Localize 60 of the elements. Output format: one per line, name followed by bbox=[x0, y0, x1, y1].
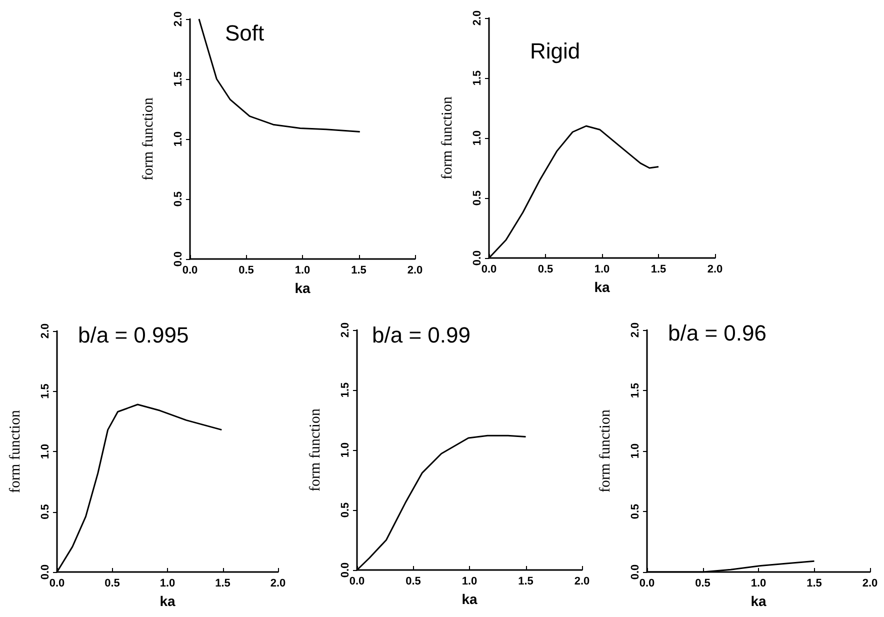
chart-title: b/a = 0.99 bbox=[372, 322, 470, 348]
y-tick-label: 1.0 bbox=[630, 443, 642, 459]
x-tick-label: 0.0 bbox=[182, 264, 198, 276]
x-tick-label: 0.5 bbox=[538, 264, 554, 276]
x-tick-label: 0.5 bbox=[104, 578, 120, 590]
y-axis-title: form function bbox=[140, 97, 156, 180]
x-tick-label: 2.0 bbox=[270, 578, 286, 590]
y-tick-label: 2.0 bbox=[40, 323, 52, 339]
x-tick-label: 1.0 bbox=[294, 264, 310, 276]
x-axis-title: ka bbox=[594, 279, 610, 295]
y-tick-label: 1.0 bbox=[40, 444, 52, 460]
x-tick-label: 1.5 bbox=[806, 578, 822, 590]
y-tick-label: 0.5 bbox=[40, 504, 52, 520]
x-tick-label: 1.5 bbox=[351, 264, 366, 276]
y-axis-title: form function bbox=[598, 409, 614, 492]
x-tick-label: 2.0 bbox=[707, 264, 723, 276]
x-axis-title: ka bbox=[462, 591, 478, 607]
y-tick-label: 0.5 bbox=[172, 191, 184, 207]
y-tick-label: 1.5 bbox=[630, 382, 642, 398]
y-tick-label: 1.5 bbox=[40, 384, 52, 399]
x-tick-label: 2.0 bbox=[407, 264, 423, 276]
chart-title: b/a = 0.995 bbox=[78, 322, 189, 348]
y-tick-label: 2.0 bbox=[630, 322, 642, 338]
y-tick-label: 1.0 bbox=[172, 131, 184, 147]
x-tick-label: 0.0 bbox=[481, 264, 497, 276]
y-tick-label: 2.0 bbox=[340, 322, 352, 338]
y-tick-label: 2.0 bbox=[472, 10, 484, 26]
y-tick-label: 1.0 bbox=[340, 442, 352, 458]
y-tick-label: 1.5 bbox=[172, 71, 184, 87]
line-series bbox=[198, 18, 361, 133]
chart-title: Soft bbox=[225, 20, 264, 46]
text: Rigid bbox=[530, 38, 580, 64]
y-axis-title: form function bbox=[440, 96, 456, 180]
x-tick-label: 0.5 bbox=[238, 264, 254, 276]
y-tick-label: 0.5 bbox=[630, 504, 642, 520]
x-tick-label: 1.0 bbox=[160, 578, 176, 590]
x-tick-label: 1.5 bbox=[215, 578, 230, 590]
y-tick-label: 1.5 bbox=[340, 382, 352, 398]
y-tick-label: 1.0 bbox=[472, 130, 484, 146]
x-tick-label: 0.5 bbox=[695, 578, 710, 590]
y-tick-label: 0.5 bbox=[340, 502, 352, 518]
x-tick-label: 0.0 bbox=[49, 578, 65, 590]
y-axis-title: form function bbox=[308, 408, 324, 492]
y-tick-label: 2.0 bbox=[172, 11, 184, 27]
y-tick-label: 1.5 bbox=[472, 70, 484, 86]
chart-title: b/a = 0.96 bbox=[668, 320, 766, 346]
x-tick-label: 0.0 bbox=[639, 578, 655, 590]
y-tick-label: 0.5 bbox=[472, 190, 484, 206]
x-tick-label: 1.5 bbox=[650, 264, 666, 276]
x-tick-label: 0.5 bbox=[406, 576, 421, 588]
x-tick-label: 1.0 bbox=[594, 264, 610, 276]
x-tick-label: 2.0 bbox=[862, 578, 878, 590]
x-tick-label: 1.0 bbox=[750, 578, 766, 590]
x-axis-title: ka bbox=[160, 593, 176, 609]
x-tick-label: 0.0 bbox=[349, 576, 365, 588]
y-axis-title: form function bbox=[8, 410, 24, 493]
x-tick-label: 2.0 bbox=[574, 576, 590, 588]
x-tick-label: 1.5 bbox=[518, 576, 534, 588]
x-axis-title: ka bbox=[750, 593, 766, 609]
x-axis-title: ka bbox=[294, 280, 310, 296]
